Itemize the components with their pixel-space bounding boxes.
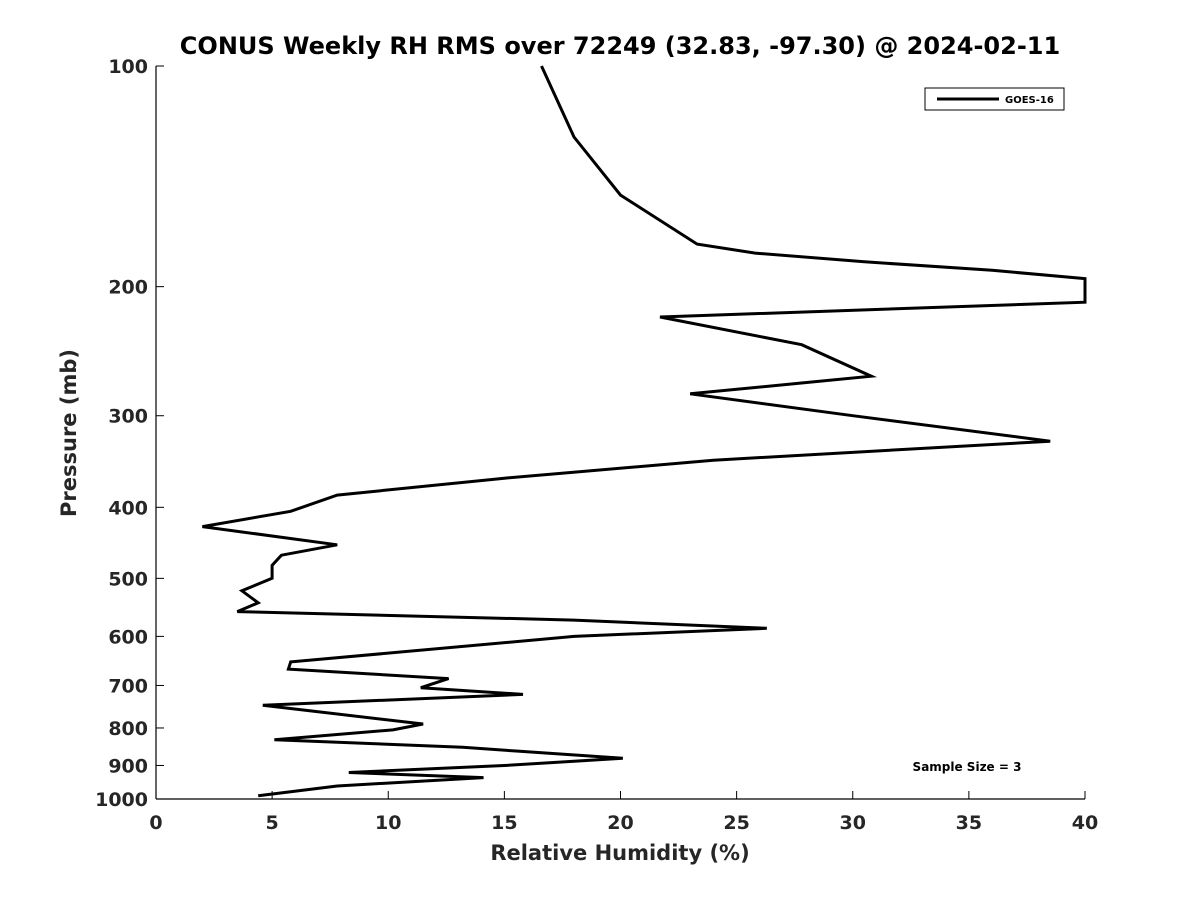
y-axis-ticks: 100 200 300 400 500 600 700 800 900 1000 bbox=[95, 56, 164, 811]
legend-label-goes-16: GOES-16 bbox=[1005, 95, 1054, 106]
x-tick-label: 25 bbox=[723, 812, 749, 834]
sample-size-annotation: Sample Size = 3 bbox=[913, 760, 1022, 774]
x-tick-label: 0 bbox=[149, 812, 162, 834]
series-points bbox=[202, 65, 1086, 796]
x-tick-label: 20 bbox=[607, 812, 633, 834]
x-axis-label: Relative Humidity (%) bbox=[490, 841, 749, 865]
y-tick-label: 600 bbox=[108, 626, 148, 648]
x-tick-label: 40 bbox=[1072, 812, 1098, 834]
legend: GOES-16 bbox=[924, 87, 1065, 111]
x-tick-label: 10 bbox=[375, 812, 401, 834]
y-tick-label: 400 bbox=[108, 497, 148, 519]
x-axis-ticks: 0 5 10 15 20 25 30 35 40 bbox=[149, 791, 1098, 834]
chart-title: CONUS Weekly RH RMS over 72249 (32.83, -… bbox=[180, 32, 1060, 60]
x-tick-label: 5 bbox=[266, 812, 279, 834]
x-tick-label: 15 bbox=[491, 812, 517, 834]
x-tick-label: 30 bbox=[840, 812, 866, 834]
y-tick-label: 700 bbox=[108, 675, 148, 697]
y-tick-label: 900 bbox=[108, 755, 148, 777]
y-tick-label: 100 bbox=[108, 56, 148, 78]
x-tick-label: 35 bbox=[956, 812, 982, 834]
plot-area: 100 200 300 400 500 600 700 800 900 1000 0 5 10 15 20… bbox=[95, 56, 1098, 834]
y-axis-label: Pressure (mb) bbox=[57, 349, 81, 517]
y-tick-label: 500 bbox=[108, 568, 148, 590]
y-tick-label: 1000 bbox=[95, 789, 148, 811]
y-tick-label: 300 bbox=[108, 406, 148, 428]
y-tick-label: 800 bbox=[108, 718, 148, 740]
y-tick-label: 200 bbox=[108, 277, 148, 299]
